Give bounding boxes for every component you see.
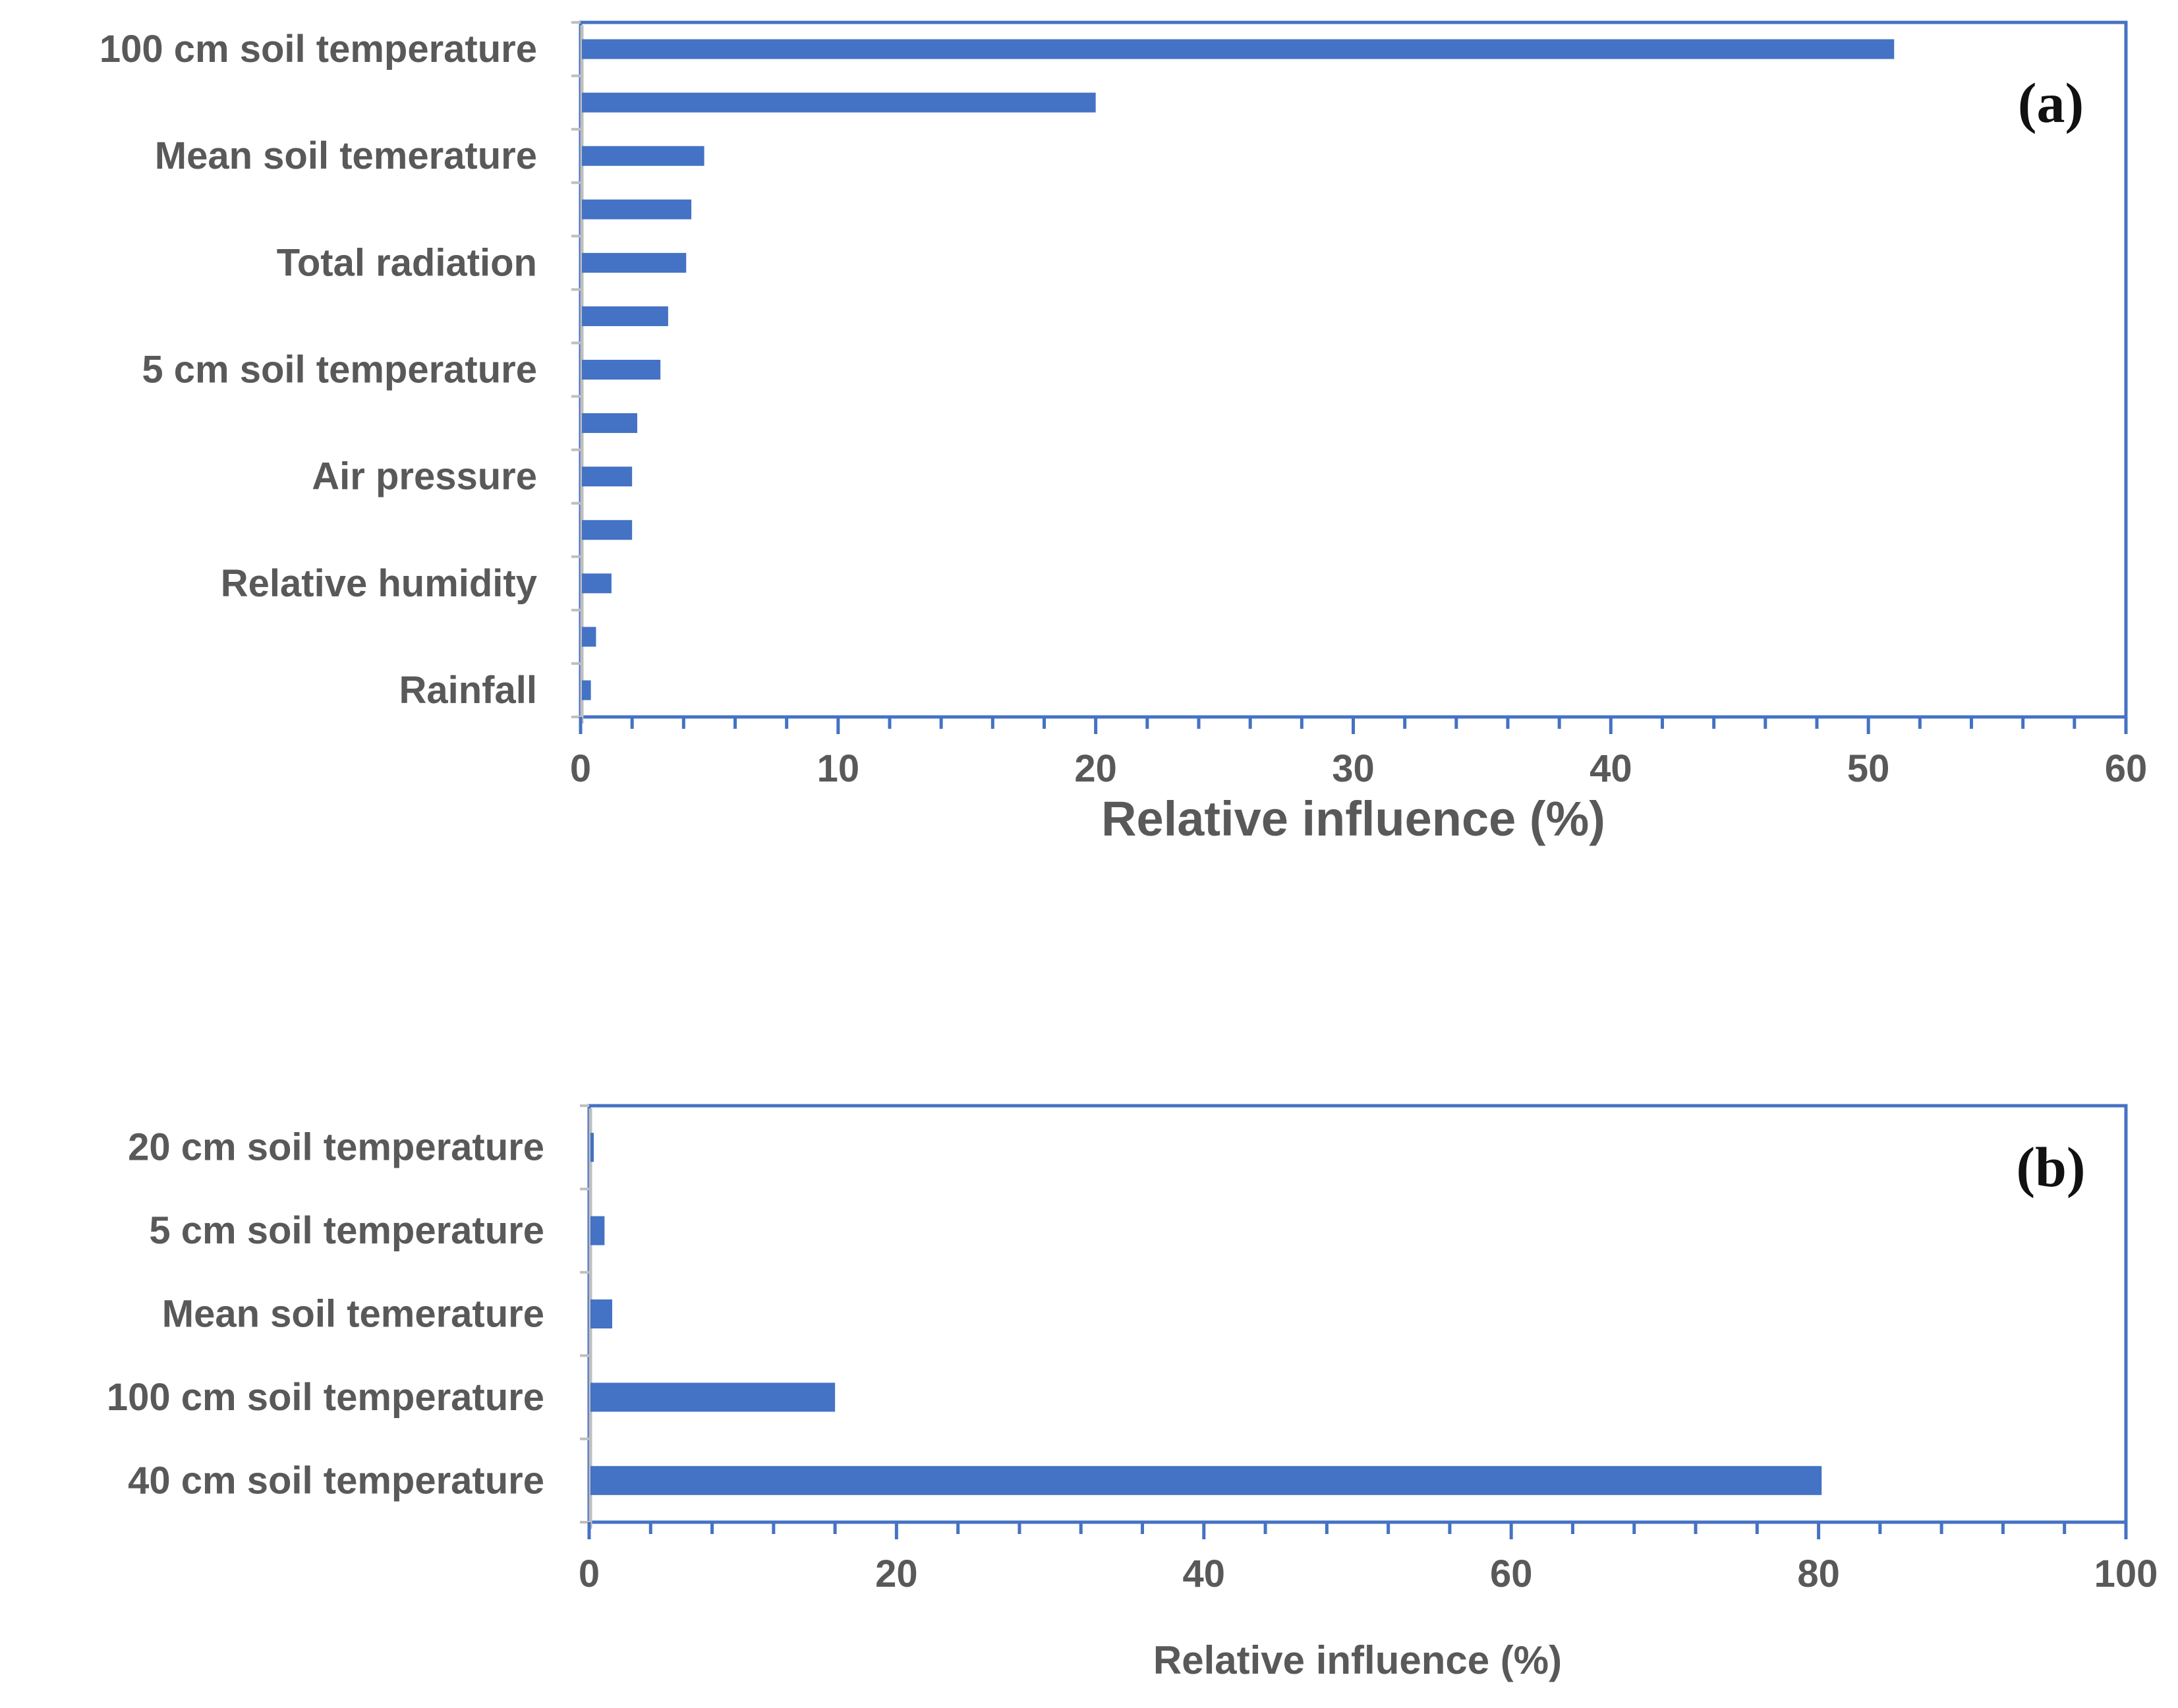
panel-a-category-label: Total radiation [277, 241, 537, 284]
panel-a-category-label: 100 cm soil temperature [100, 28, 537, 71]
panel-b-axis-title: Relative influence (%) [1153, 1638, 1562, 1682]
panel-a-bar [582, 306, 668, 326]
panel-a-plot-frame [579, 20, 2128, 719]
panel-a-category-label: Rainfall [399, 669, 538, 712]
panel-b-tick-label: 80 [1797, 1552, 1840, 1595]
panel-a-bar [582, 467, 633, 487]
panel-a-tick-label: 40 [1590, 747, 1632, 790]
panel-b-plot-frame [587, 1104, 2128, 1524]
panel-b-category-label: 100 cm soil temperature [107, 1376, 544, 1419]
panel-a-bar [582, 199, 692, 219]
panel-a-bar [582, 520, 633, 540]
panel-b-category-label: Mean soil temerature [162, 1293, 544, 1336]
panel-a-bar [582, 92, 1096, 113]
panel-a-bar [582, 39, 1895, 59]
panel-a-tick-label: 50 [1847, 747, 1890, 790]
panel-b-bar [590, 1382, 836, 1412]
panel-b-bar [590, 1216, 605, 1245]
panel-b-category-label: 5 cm soil temperature [149, 1209, 544, 1252]
panel-a-tick-label: 0 [570, 747, 591, 790]
panel-a-tick-label: 10 [817, 747, 860, 790]
panel-b-tick-label: 100 [2094, 1552, 2158, 1595]
panel-b-tick-label: 60 [1490, 1552, 1533, 1595]
panel-a-bar [582, 573, 612, 594]
panel-b-category-label: 40 cm soil temperature [128, 1459, 544, 1502]
panel-b-bar [590, 1299, 612, 1328]
panel-b-tick-label: 20 [875, 1552, 918, 1595]
panel-a-axis-title: Relative influence (%) [1101, 791, 1605, 846]
panel-b-label: (b) [2016, 1135, 2085, 1199]
panel-b-bar [590, 1466, 1822, 1495]
panel-a-label: (a) [2018, 71, 2084, 134]
panel-a-bar [582, 680, 591, 700]
panel-a-bar [582, 252, 687, 273]
panel-a-category-label: Relative humidity [221, 562, 537, 605]
panel-a-category-label: Air pressure [312, 455, 537, 498]
panel-a-tick-label: 20 [1074, 747, 1117, 790]
panel-b-tick-label: 40 [1183, 1552, 1226, 1595]
panel-a-tick-label: 60 [2105, 747, 2148, 790]
panel-a-bar [582, 360, 661, 380]
panel-b-category-label: 20 cm soil temperature [128, 1126, 544, 1169]
panel-a-tick-label: 30 [1332, 747, 1375, 790]
panel-a-category-label: 5 cm soil temperature [142, 349, 537, 391]
panel-a-bar [582, 413, 637, 434]
panel-a-category-label: Mean soil temerature [155, 134, 537, 177]
panel-b-tick-label: 0 [579, 1552, 600, 1595]
panel-a-bar [582, 627, 596, 647]
panel-b-bar [590, 1133, 594, 1162]
panel-a-bar [582, 146, 704, 166]
